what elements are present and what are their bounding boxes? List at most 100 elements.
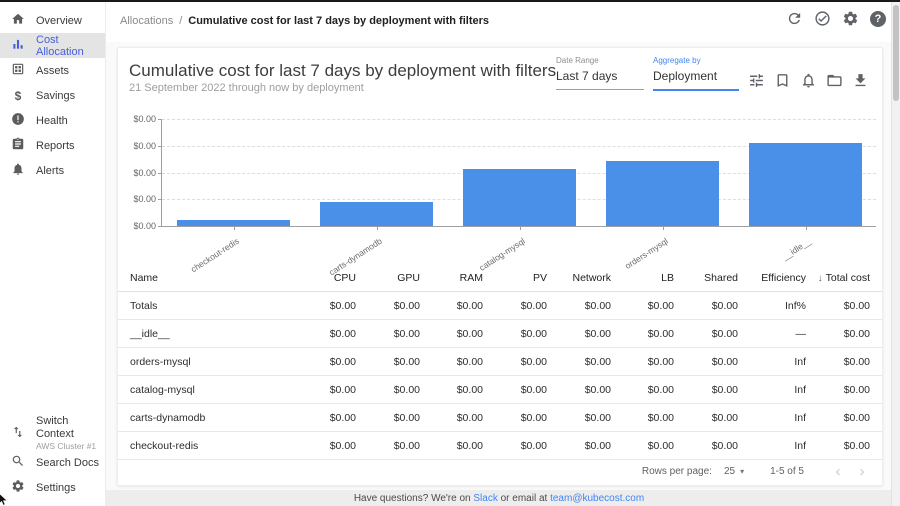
aggregate-by-select[interactable]: Aggregate by Deployment: [653, 56, 739, 91]
settings-button[interactable]: Settings: [0, 475, 105, 500]
bar-carts-dynamodb[interactable]: [320, 202, 433, 226]
row-value: Inf: [738, 347, 806, 376]
row-value: $0.00: [292, 403, 356, 432]
gridline: [162, 145, 876, 147]
row-value: $0.00: [356, 375, 420, 404]
email-link[interactable]: team@kubecost.com: [550, 492, 645, 504]
folder-icon[interactable]: [826, 72, 843, 89]
page-range-label: 1-5 of 5: [770, 466, 804, 477]
row-value: $0.00: [483, 375, 547, 404]
sidebar-item-overview[interactable]: Overview: [0, 8, 105, 33]
x-tick-mark: [662, 226, 664, 230]
sidebar-item-health[interactable]: Health: [0, 108, 105, 133]
y-tick-mark: [158, 119, 162, 120]
previous-page-button[interactable]: ‹: [835, 463, 841, 480]
column-header-gpu[interactable]: GPU: [356, 265, 420, 292]
row-name: catalog-mysql: [118, 375, 292, 404]
column-header-efficiency[interactable]: Efficiency: [738, 265, 806, 292]
row-value: $0.00: [547, 347, 611, 376]
row-value: $0.00: [356, 403, 420, 432]
row-value: $0.00: [547, 375, 611, 404]
date-range-select[interactable]: Date Range Last 7 days: [556, 56, 644, 90]
column-header-name[interactable]: Name: [118, 265, 292, 292]
search-docs-button[interactable]: Search Docs: [0, 450, 105, 475]
table-row-checkout-redis[interactable]: checkout-redis $0.00 $0.00 $0.00 $0.00 $0.00 $…: [118, 431, 882, 460]
refresh-icon[interactable]: [786, 10, 803, 27]
row-name: carts-dynamodb: [118, 403, 292, 432]
row-value: $0.00: [547, 291, 611, 320]
help-icon[interactable]: ?: [870, 10, 886, 27]
sidebar-item-label: Cost Allocation: [36, 33, 84, 58]
row-value: Inf: [738, 375, 806, 404]
row-value: $0.00: [806, 347, 882, 376]
date-range-label: Date Range: [556, 56, 599, 65]
table-row-__idle__[interactable]: __idle__ $0.00 $0.00 $0.00 $0.00 $0.00 $0.00 $0…: [118, 319, 882, 348]
alerts-bell-icon[interactable]: [800, 72, 817, 89]
bell-icon: [11, 162, 25, 179]
breadcrumb-allocations-link[interactable]: Allocations: [120, 15, 174, 27]
column-header-ram[interactable]: RAM: [420, 265, 483, 292]
bookmark-icon[interactable]: [774, 72, 791, 89]
row-value: $0.00: [674, 291, 738, 320]
chart-plot: checkout-redis carts-dynamodb catalog-mysq…: [158, 119, 876, 277]
row-value: $0.00: [420, 375, 483, 404]
assets-grid-icon: [11, 62, 25, 79]
row-value: $0.00: [674, 375, 738, 404]
sidebar-item-alerts[interactable]: Alerts: [0, 158, 105, 183]
row-value: $0.00: [420, 431, 483, 460]
sidebar-item-savings[interactable]: $ Savings: [0, 83, 105, 108]
table-row-carts-dynamodb[interactable]: carts-dynamodb $0.00 $0.00 $0.00 $0.00 $0.00 $…: [118, 403, 882, 432]
row-value: $0.00: [806, 375, 882, 404]
row-value: $0.00: [292, 319, 356, 348]
row-value: $0.00: [483, 403, 547, 432]
row-value: $0.00: [611, 431, 674, 460]
column-header-network[interactable]: Network: [547, 265, 611, 292]
row-value: $0.00: [420, 319, 483, 348]
filters-tune-icon[interactable]: [748, 72, 765, 89]
row-value: $0.00: [611, 403, 674, 432]
footer-banner: Have questions? We're on Slack or email …: [106, 490, 892, 506]
table-row-catalog-mysql[interactable]: catalog-mysql $0.00 $0.00 $0.00 $0.00 $0.00 $0…: [118, 375, 882, 404]
switch-context-button[interactable]: Switch Context AWS Cluster #1: [0, 414, 105, 451]
settings-label: Settings: [36, 481, 76, 494]
row-value: $0.00: [547, 403, 611, 432]
slack-link[interactable]: Slack: [473, 492, 498, 504]
check-circle-icon[interactable]: [814, 10, 831, 27]
home-icon: [11, 12, 25, 29]
column-header-pv[interactable]: PV: [483, 265, 547, 292]
x-tick-label: __idle__: [779, 235, 813, 262]
bar-orders-mysql[interactable]: [606, 161, 719, 226]
next-page-button[interactable]: ›: [859, 463, 865, 480]
sidebar-item-label: Overview: [36, 14, 82, 27]
row-name: checkout-redis: [118, 431, 292, 460]
sidebar-item-cost-allocation[interactable]: Cost Allocation: [0, 33, 105, 58]
row-value: $0.00: [420, 347, 483, 376]
table-row-totals: Totals $0.00 $0.00 $0.00 $0.00 $0.00 $0.00 $0.0…: [118, 291, 882, 320]
switch-context-label: Switch Context: [36, 414, 74, 440]
bar-checkout-redis[interactable]: [177, 220, 290, 226]
column-header-shared[interactable]: Shared: [674, 265, 738, 292]
table-header-row: Name CPU GPU RAM PV Network LB Shared Efficiency…: [118, 265, 882, 292]
row-value: $0.00: [292, 291, 356, 320]
table-row-orders-mysql[interactable]: orders-mysql $0.00 $0.00 $0.00 $0.00 $0.00 $0.…: [118, 347, 882, 376]
sidebar-item-assets[interactable]: Assets: [0, 58, 105, 83]
breadcrumb-separator: /: [179, 15, 183, 27]
search-docs-label: Search Docs: [36, 456, 99, 469]
rows-per-page-select[interactable]: 25 ▾: [724, 466, 744, 477]
row-value: $0.00: [674, 431, 738, 460]
rows-per-page-value: 25: [723, 466, 736, 477]
column-header-total-cost[interactable]: ↓ Total cost: [806, 265, 882, 292]
download-icon[interactable]: [852, 72, 869, 89]
x-tick-mark: [233, 226, 235, 230]
sidebar-item-reports[interactable]: Reports: [0, 133, 105, 158]
bar-__idle__[interactable]: [749, 143, 862, 226]
x-tick-mark: [519, 226, 521, 230]
bar-catalog-mysql[interactable]: [463, 169, 576, 226]
swap-arrows-icon: [11, 425, 25, 442]
scrollbar-thumb[interactable]: [893, 5, 899, 101]
column-header-lb[interactable]: LB: [611, 265, 674, 292]
table-body: Totals $0.00 $0.00 $0.00 $0.00 $0.00 $0.00 $0.0…: [118, 291, 882, 460]
y-tick-label: $0.00: [133, 114, 156, 124]
settings-gear-icon[interactable]: [842, 10, 859, 27]
column-header-cpu[interactable]: CPU: [292, 265, 356, 292]
